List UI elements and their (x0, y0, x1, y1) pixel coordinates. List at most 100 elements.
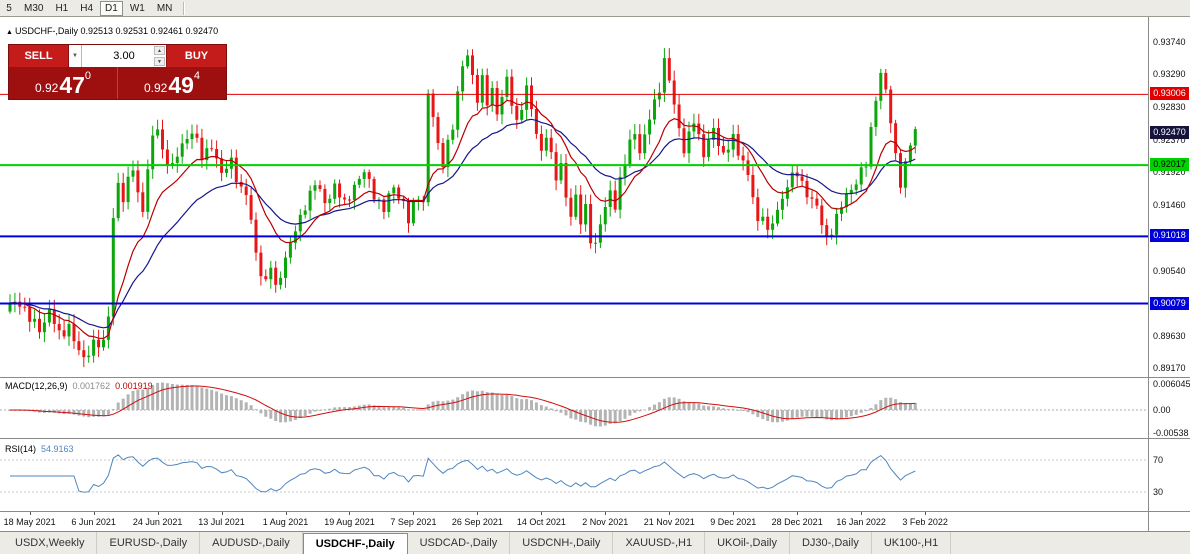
timeframe-h1-button[interactable]: H1 (50, 1, 73, 16)
up-triangle-icon: ▲ (6, 29, 13, 36)
timeframe-d1-button[interactable]: D1 (100, 0, 123, 16)
tab-usdcnh-daily[interactable]: USDCNH-,Daily (510, 532, 614, 554)
rsi-axis-label: 70 (1153, 455, 1164, 465)
volume-value: 3.00 (113, 50, 135, 62)
pane-separator[interactable] (0, 438, 1190, 439)
tab-usdchf-daily[interactable]: USDCHF-,Daily (302, 533, 408, 554)
buy-price-pipette: 4 (193, 70, 201, 82)
candles-layer (8, 48, 917, 368)
date-axis-label: 7 Sep 2021 (390, 517, 437, 527)
price-axis-label: 0.91460 (1153, 199, 1186, 210)
chart-area: ▲ USDCHF-,Daily 0.92513 0.92531 0.92461 0… (0, 17, 1148, 531)
buy-price-pips: 49 (168, 72, 194, 98)
macd-axis-label: 0.006045 (1153, 379, 1190, 389)
date-tick (157, 511, 159, 515)
chart-tabbar: USDX,Weekly EURUSD-,Daily AUDUSD-,Daily … (0, 531, 1190, 554)
tab-usdcad-daily[interactable]: USDCAD-,Daily (408, 532, 511, 554)
timeframe-m5-button[interactable]: 5 (1, 1, 17, 16)
trade-prices-row: 0.92 47 0 0.92 49 4 (9, 67, 226, 99)
date-axis-label: 2 Nov 2021 (582, 517, 629, 527)
date-tick (605, 511, 607, 515)
sell-price[interactable]: 0.92 47 0 (9, 67, 117, 99)
date-axis-label: 18 May 2021 (3, 517, 56, 527)
macd-axis-label: 0.00 (1153, 405, 1171, 415)
price-axis-label: 0.90540 (1153, 265, 1186, 276)
date-axis-label: 19 Aug 2021 (324, 517, 375, 527)
hline-price-badge: 0.93006 (1150, 87, 1189, 101)
sell-price-prefix: 0.92 (34, 81, 59, 95)
volume-increase-button[interactable]: ▲ (154, 46, 165, 55)
price-axis-label: 0.92370 (1153, 134, 1186, 145)
macd-name: MACD(12,26,9) (5, 381, 68, 391)
date-tick (477, 511, 479, 515)
pane-separator (0, 511, 1190, 512)
macd-indicator-label: MACD(12,26,9) 0.001762 0.001919 (5, 381, 153, 391)
pane-separator[interactable] (0, 377, 1190, 378)
buy-price[interactable]: 0.92 49 4 (117, 67, 226, 99)
buy-button[interactable]: BUY (166, 45, 226, 67)
sell-price-pips: 47 (59, 72, 85, 98)
date-tick (349, 511, 351, 515)
price-scale[interactable]: 0.93740 0.93290 0.92830 0.92370 0.91920 0.914… (1148, 17, 1190, 531)
price-axis-label: 0.93740 (1153, 37, 1186, 47)
tab-xauusd-h1[interactable]: XAUUSD-,H1 (613, 532, 706, 554)
tab-usdx-weekly[interactable]: USDX,Weekly (3, 532, 98, 554)
timeframe-w1-button[interactable]: W1 (125, 1, 150, 16)
hline-price-badge: 0.90079 (1150, 296, 1189, 310)
tab-eurusd-daily[interactable]: EURUSD-,Daily (97, 532, 201, 554)
volume-spinner: ▲ ▼ (154, 46, 165, 66)
ma-slow-line (9, 118, 916, 329)
trade-controls-row: SELL ▼ 3.00 ▲ ▼ BUY (9, 45, 226, 67)
rsi-name: RSI(14) (5, 444, 37, 454)
rsi-line (10, 454, 916, 493)
date-tick (733, 511, 735, 515)
date-axis-label: 1 Aug 2021 (262, 517, 309, 527)
symbol-ohlc-text: USDCHF-,Daily 0.92513 0.92531 0.92461 0.… (14, 26, 219, 36)
price-chart-canvas[interactable] (0, 17, 1148, 377)
tab-audusd-daily[interactable]: AUDUSD-,Daily (200, 532, 303, 554)
date-axis-label: 9 Dec 2021 (710, 517, 757, 527)
volume-dropdown-icon[interactable]: ▼ (69, 45, 82, 67)
tab-dj30-daily[interactable]: DJ30-,Daily (790, 532, 872, 554)
date-axis-label: 26 Sep 2021 (451, 517, 503, 527)
timeframe-h4-button[interactable]: H4 (75, 1, 98, 16)
price-axis-label: 0.93290 (1153, 69, 1186, 80)
price-axis-label: 0.89630 (1153, 330, 1186, 341)
tab-uk100-h1[interactable]: UK100-,H1 (872, 532, 952, 554)
timeframe-m30-button[interactable]: M30 (19, 1, 48, 16)
one-click-trading-panel: SELL ▼ 3.00 ▲ ▼ BUY 0.92 47 0 0.92 49 4 (8, 44, 227, 100)
macd-signal-value: 0.001919 (115, 381, 153, 391)
rsi-indicator-canvas[interactable] (0, 439, 1148, 511)
sell-button[interactable]: SELL (9, 45, 69, 67)
date-axis-label: 6 Jun 2021 (71, 517, 116, 527)
date-axis-label: 24 Jun 2021 (132, 517, 183, 527)
date-tick (29, 511, 31, 515)
chart-ohlc-header: ▲ USDCHF-,Daily 0.92513 0.92531 0.92461 0… (6, 26, 218, 36)
macd-indicator-canvas[interactable] (0, 378, 1148, 438)
date-axis-label: 16 Jan 2022 (836, 517, 886, 527)
date-tick (285, 511, 287, 515)
date-tick (797, 511, 799, 515)
macd-main-value: 0.001762 (72, 381, 111, 391)
buy-price-prefix: 0.92 (143, 81, 168, 95)
timeframe-mn-button[interactable]: MN (152, 1, 178, 16)
timeframe-toolbar: 5 M30 H1 H4 D1 W1 MN (0, 0, 1190, 17)
price-axis-label: 0.89170 (1153, 363, 1186, 374)
date-tick (93, 511, 95, 515)
rsi-axis-label: 30 (1153, 487, 1164, 497)
date-axis-label: 3 Feb 2022 (902, 517, 948, 527)
ma-fast-line (9, 99, 916, 340)
hline-price-badge: 0.92017 (1150, 158, 1189, 172)
date-tick (541, 511, 543, 515)
current-price-badge: 0.92470 (1150, 125, 1189, 139)
macd-signal-line (10, 385, 916, 423)
date-tick (221, 511, 223, 515)
tab-ukoil-daily[interactable]: UKOil-,Daily (705, 532, 790, 554)
volume-decrease-button[interactable]: ▼ (154, 57, 165, 66)
rsi-value: 54.9163 (41, 444, 74, 454)
date-axis-label: 13 Jul 2021 (198, 517, 245, 527)
volume-input[interactable]: 3.00 ▲ ▼ (82, 45, 166, 67)
date-axis-label: 21 Nov 2021 (643, 517, 695, 527)
date-axis[interactable]: 18 May 2021 6 Jun 2021 24 Jun 2021 13 Jul 2… (0, 511, 1148, 531)
